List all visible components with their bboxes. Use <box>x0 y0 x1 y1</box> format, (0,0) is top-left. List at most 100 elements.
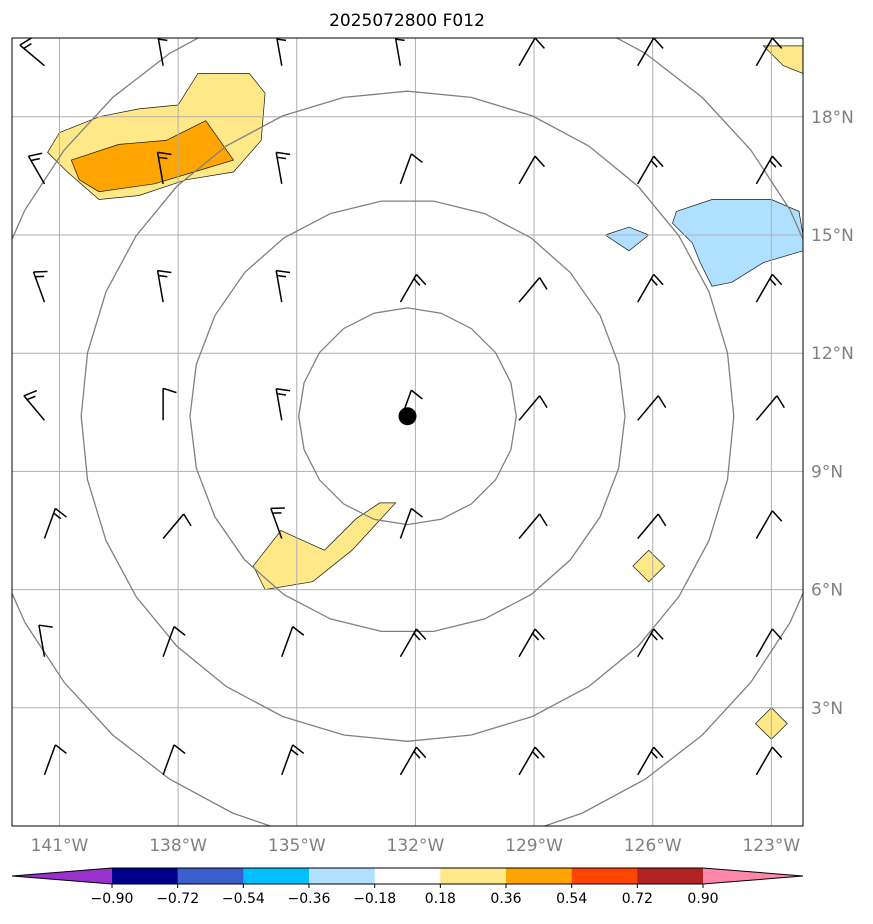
wind-barb <box>518 746 545 776</box>
map-frame <box>11 37 804 827</box>
wind-barb <box>162 626 186 657</box>
wind-barb <box>399 746 427 776</box>
colorbar-segment <box>112 868 179 884</box>
latitude-labels: 18°N 15°N 12°N 9°N 6°N 3°N <box>811 108 854 719</box>
contour-region-4 <box>604 226 650 252</box>
wind-barb <box>281 744 305 776</box>
range-ring-1 <box>298 307 517 526</box>
lon-label: 129°W <box>505 836 563 856</box>
wind-barb <box>19 38 45 67</box>
lat-label: 12°N <box>811 344 854 364</box>
lon-label: 141°W <box>31 836 89 856</box>
colorbar-tick-label: −0.54 <box>222 891 265 907</box>
lon-label: 135°W <box>268 836 326 856</box>
range-rings <box>12 38 803 826</box>
lat-label: 15°N <box>811 226 854 246</box>
contour-region-2 <box>252 502 397 590</box>
colorbar-tick-label: −0.36 <box>288 891 331 907</box>
colorbar-extend-high <box>703 868 803 884</box>
lat-label: 18°N <box>811 108 854 128</box>
colorbar-tick-label: 0.90 <box>687 891 718 907</box>
lon-label: 123°W <box>742 836 800 856</box>
longitude-labels: 141°W 138°W 135°W 132°W 129°W 126°W 123°W <box>31 836 801 856</box>
wind-barb <box>156 269 172 303</box>
wind-barb <box>637 746 664 776</box>
wind-barb <box>394 38 405 66</box>
lon-label: 138°W <box>149 836 207 856</box>
wind-barb <box>755 273 783 303</box>
colorbar-segment <box>243 868 310 884</box>
wind-barb <box>755 38 783 67</box>
wind-barb <box>157 38 168 66</box>
wind-barb <box>755 510 783 539</box>
contour-region-1 <box>70 120 235 193</box>
wind-barb <box>518 628 545 658</box>
contour-region-6 <box>632 549 666 583</box>
lat-label: 3°N <box>811 699 843 719</box>
colorbar-segment <box>637 868 704 884</box>
colorbar-segment <box>506 868 573 884</box>
wind-barb <box>399 628 427 658</box>
gridlines <box>12 38 803 826</box>
wind-barb <box>43 744 67 776</box>
wind-barb <box>399 507 423 539</box>
range-ring-4 <box>12 38 803 826</box>
lon-label: 132°W <box>387 836 445 856</box>
wind-barb <box>637 38 664 67</box>
contour-region-3 <box>672 199 803 287</box>
lon-label: 126°W <box>624 836 682 856</box>
wind-barb <box>518 513 548 539</box>
lat-label: 9°N <box>811 462 843 482</box>
wind-barb <box>162 513 192 539</box>
wind-barb <box>637 513 667 539</box>
wind-barb <box>43 507 67 539</box>
wind-barb <box>275 151 291 185</box>
wind-barb <box>755 395 785 421</box>
wind-barb <box>518 395 548 421</box>
wind-barb <box>32 270 48 303</box>
wind-barb <box>399 273 427 303</box>
map-title: 2025072800 F012 <box>329 11 485 31</box>
contour-region-5 <box>762 45 803 74</box>
colorbar-tick-label: 0.54 <box>556 891 587 907</box>
lat-label: 6°N <box>811 581 843 601</box>
wind-barb <box>637 628 664 658</box>
wind-barb <box>162 744 186 776</box>
wind-barb <box>281 626 305 657</box>
storm-center-marker <box>398 407 417 426</box>
wind-barbs <box>19 38 785 776</box>
wind-barb <box>637 155 664 185</box>
colorbar-segment <box>309 868 376 884</box>
range-ring-3 <box>80 90 735 742</box>
wind-barb <box>23 389 46 421</box>
colorbar: −0.90 −0.72 −0.54 −0.36 −0.18 0.18 0.36 0.54 0.7… <box>11 867 804 907</box>
colorbar-tick-label: −0.72 <box>156 891 199 907</box>
colorbar-tick-label: 0.18 <box>425 891 456 907</box>
wind-barb <box>162 387 177 421</box>
colorbar-tick-label: 0.36 <box>490 891 521 907</box>
colorbar-tick-label: −0.18 <box>353 891 396 907</box>
wind-barb <box>518 277 548 303</box>
colorbar-extend-low <box>12 868 112 884</box>
colorbar-segment <box>177 868 244 884</box>
wind-barb <box>637 395 667 421</box>
wind-barb <box>755 628 783 658</box>
wind-barb <box>399 153 423 185</box>
wind-barb <box>755 155 783 185</box>
wind-barb <box>275 388 291 421</box>
wind-barb <box>518 38 545 67</box>
wind-barb <box>275 269 291 303</box>
wind-barb <box>27 152 46 185</box>
wind-barb <box>276 38 287 66</box>
wind-barb <box>755 746 783 776</box>
colorbar-tick-label: −0.90 <box>91 891 134 907</box>
wind-barb <box>637 273 664 303</box>
colorbar-segment <box>440 868 507 884</box>
contour-fills <box>47 45 803 740</box>
range-ring-2 <box>189 200 626 633</box>
storm-center-group <box>398 407 417 426</box>
wind-barb <box>156 151 172 185</box>
colorbar-segment <box>571 868 638 884</box>
colorbar-tick-label: 0.72 <box>622 891 653 907</box>
